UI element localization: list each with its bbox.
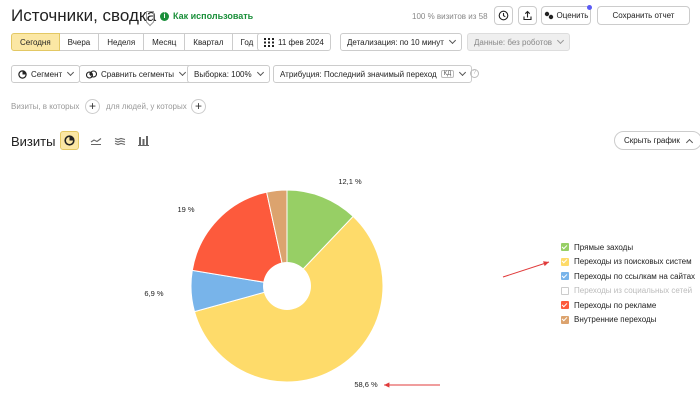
hide-chart-label: Скрыть график <box>624 136 680 145</box>
pie-slice-0[interactable] <box>286 189 354 288</box>
sample-label: Выборка: 100% <box>194 69 252 79</box>
pie-chart-button[interactable] <box>60 131 79 150</box>
chart-section-title: Визиты <box>11 134 56 149</box>
legend-label: Переходы по ссылкам на сайтах <box>574 271 696 281</box>
detail-label: Детализация: по 10 минут <box>347 37 444 47</box>
calendar-icon <box>264 37 274 47</box>
pie-slice-5[interactable] <box>266 189 288 287</box>
period-week[interactable]: Неделя <box>99 33 145 51</box>
rate-button[interactable]: Оценить <box>541 5 592 25</box>
pie-slice-4[interactable] <box>191 191 288 287</box>
help-link[interactable]: i Как использовать <box>160 11 253 21</box>
legend-label: Переходы из социальных сетей <box>574 286 693 296</box>
checkbox-checked-icon[interactable] <box>561 243 569 252</box>
detail-dropdown[interactable]: Детализация: по 10 минут <box>340 33 462 51</box>
add-visit-filter-button[interactable]: + <box>85 99 100 114</box>
bar-chart-button[interactable] <box>134 131 153 150</box>
visits-info: 100 % визитов из 58 <box>412 12 488 21</box>
bookmark-icon[interactable] <box>146 11 154 22</box>
compare-label: Сравнить сегменты <box>101 69 175 79</box>
clock-icon <box>498 10 509 21</box>
legend-item-1[interactable]: Переходы из поисковых систем <box>561 255 695 270</box>
slice-label-0: 12,1 % <box>338 177 362 186</box>
period-selector: Сегодня Вчера Неделя Месяц Квартал Год <box>11 33 263 51</box>
rate-button-label: Оценить <box>556 11 589 20</box>
attribution-dropdown[interactable]: Атрибуция: Последний значимый переход КД <box>273 65 473 83</box>
upload-icon <box>523 10 532 21</box>
area-chart-icon <box>114 137 125 145</box>
legend-label: Переходы из поисковых систем <box>574 257 692 267</box>
donut-hole <box>263 262 311 310</box>
bar-chart-icon <box>138 135 149 146</box>
line-chart-button[interactable] <box>86 131 105 150</box>
legend-label: Переходы по рекламе <box>574 300 657 310</box>
legend-item-3[interactable]: Переходы из социальных сетей <box>561 284 695 299</box>
legend-label: Прямые заходы <box>574 242 634 252</box>
notification-dot <box>587 5 592 10</box>
history-button[interactable] <box>494 6 513 25</box>
date-label: 11 фев 2024 <box>278 37 324 47</box>
period-today[interactable]: Сегодня <box>11 33 60 51</box>
period-yesterday[interactable]: Вчера <box>59 33 100 51</box>
checkbox-empty-icon[interactable] <box>561 286 569 295</box>
legend-item-2[interactable]: Переходы по ссылкам на сайтах <box>561 269 695 284</box>
checkbox-checked-icon[interactable] <box>561 301 569 310</box>
date-picker[interactable]: 11 фев 2024 <box>257 33 331 51</box>
attribution-badge: КД <box>440 70 455 78</box>
segment-dropdown[interactable]: Сегмент <box>11 65 81 83</box>
sample-dropdown[interactable]: Выборка: 100% <box>187 65 270 83</box>
page-title: Источники, сводка <box>11 6 157 25</box>
legend-item-4[interactable]: Переходы по рекламе <box>561 298 695 313</box>
annotation-arrow-legend <box>502 261 550 278</box>
legend-item-0[interactable]: Прямые заходы <box>561 240 695 255</box>
slice-label-2: 6,9 % <box>144 289 164 298</box>
info-icon: i <box>160 11 169 21</box>
robots-dropdown[interactable]: Данные: без роботов <box>467 33 571 51</box>
segment-label: Сегмент <box>31 69 63 79</box>
chart-legend: Прямые заходы Переходы из поисковых систе… <box>561 240 695 327</box>
add-people-filter-button[interactable]: + <box>191 99 206 114</box>
pie-chart-icon <box>64 135 75 146</box>
export-button[interactable] <box>518 6 537 25</box>
robots-label: Данные: без роботов <box>474 37 553 47</box>
attribution-label: Атрибуция: Последний значимый переход <box>280 69 437 79</box>
annotation-arrow-label <box>384 382 440 388</box>
legend-label: Внутренние переходы <box>574 315 657 325</box>
area-chart-button[interactable] <box>110 131 129 150</box>
rate-icon <box>544 11 553 20</box>
hide-chart-button[interactable]: Скрыть график <box>614 131 700 150</box>
slice-label-1: 58,6 % <box>354 380 378 389</box>
line-chart-icon <box>90 138 101 145</box>
visits-filter-label: Визиты, в которых <box>11 102 80 111</box>
checkbox-checked-icon[interactable] <box>561 315 569 324</box>
period-quarter[interactable]: Квартал <box>185 33 233 51</box>
checkbox-checked-icon[interactable] <box>561 272 569 281</box>
period-month[interactable]: Месяц <box>144 33 186 51</box>
help-icon[interactable]: ? <box>470 69 479 78</box>
people-filter-label: для людей, у которых <box>106 102 187 111</box>
segment-icon <box>18 69 27 79</box>
help-link-label: Как использовать <box>173 11 254 21</box>
slice-label-4: 19 % <box>177 205 194 214</box>
compare-icon <box>86 69 97 79</box>
save-report-button[interactable]: Сохранить отчет <box>597 6 690 25</box>
legend-item-5[interactable]: Внутренние переходы <box>561 313 695 328</box>
checkbox-checked-icon[interactable] <box>561 257 569 266</box>
